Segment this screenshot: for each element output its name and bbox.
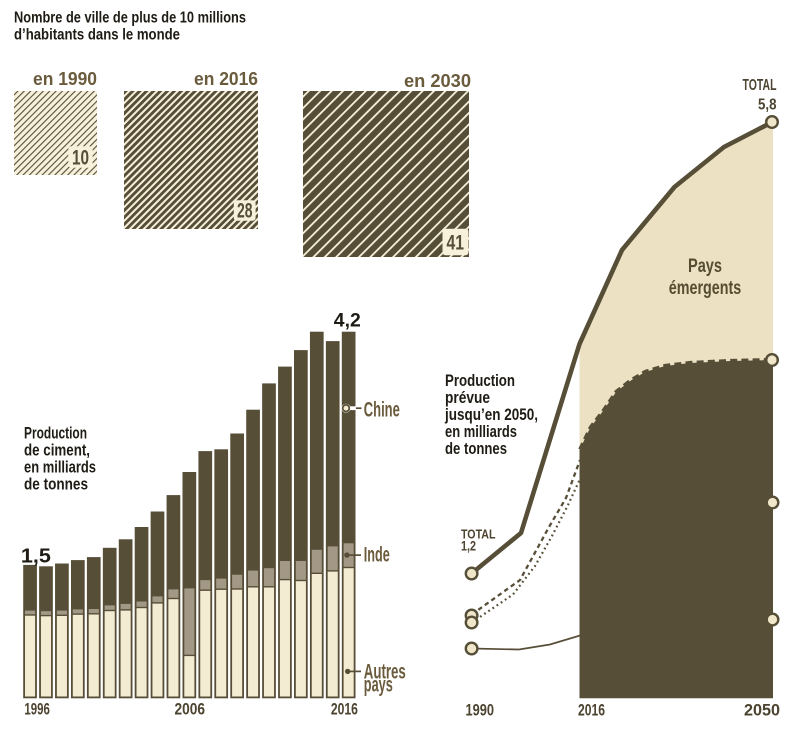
svg-text:Chine: Chine xyxy=(364,399,400,422)
svg-text:Autres: Autres xyxy=(364,660,406,683)
svg-text:émergents: émergents xyxy=(669,277,742,299)
svg-text:d’habitants dans le monde: d’habitants dans le monde xyxy=(14,27,180,44)
svg-text:de tonnes: de tonnes xyxy=(445,439,507,458)
svg-text:pays: pays xyxy=(364,674,393,697)
svg-text:Nombre de ville de plus de 10: Nombre de ville de plus de 10 millions xyxy=(14,10,246,27)
svg-text:2016: 2016 xyxy=(578,702,605,720)
svg-text:TOTAL: TOTAL xyxy=(461,528,496,542)
svg-text:de tonnes: de tonnes xyxy=(24,476,88,494)
svg-text:2006: 2006 xyxy=(175,701,206,719)
svg-text:de ciment,: de ciment, xyxy=(24,442,90,460)
svg-text:1990: 1990 xyxy=(466,702,495,720)
svg-text:Inde: Inde xyxy=(364,544,390,567)
svg-text:2016: 2016 xyxy=(331,701,358,719)
svg-text:1996: 1996 xyxy=(24,701,50,719)
svg-text:en 2030: en 2030 xyxy=(404,70,471,91)
svg-text:Production: Production xyxy=(445,371,515,390)
svg-text:41: 41 xyxy=(447,232,465,255)
svg-text:Pays: Pays xyxy=(688,255,722,277)
svg-text:TOTAL: TOTAL xyxy=(743,77,777,94)
svg-text:en milliards: en milliards xyxy=(24,459,96,477)
svg-text:en milliards: en milliards xyxy=(445,422,517,441)
svg-text:1,2: 1,2 xyxy=(461,538,476,554)
svg-text:prévue: prévue xyxy=(445,388,490,407)
svg-text:Production: Production xyxy=(24,425,87,443)
svg-text:en 1990: en 1990 xyxy=(33,68,97,89)
svg-text:jusqu’en 2050,: jusqu’en 2050, xyxy=(444,405,538,424)
svg-text:10: 10 xyxy=(72,147,89,170)
svg-text:2050: 2050 xyxy=(744,702,780,720)
svg-text:28: 28 xyxy=(237,200,253,223)
svg-text:4,2: 4,2 xyxy=(334,311,361,332)
svg-text:1,5: 1,5 xyxy=(21,546,51,568)
svg-text:5,8: 5,8 xyxy=(758,96,777,113)
svg-text:en 2016: en 2016 xyxy=(194,68,258,89)
